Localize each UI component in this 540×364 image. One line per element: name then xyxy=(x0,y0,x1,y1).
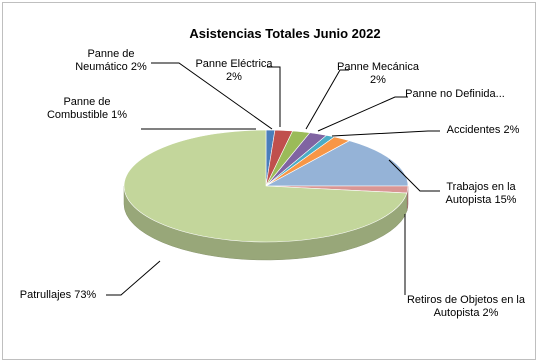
leader-line-2 xyxy=(267,66,281,127)
leader-line-3 xyxy=(305,69,349,130)
slice-label-7: Retiros de Objetos en la Autopista 2% xyxy=(407,294,526,319)
slice-label-line: Trabajos en la xyxy=(446,181,516,193)
slice-label-5: Accidentes 2% xyxy=(447,124,520,136)
slice-label-0: Panne de Combustible 1% xyxy=(47,96,127,121)
slice-label-6: Trabajos en la Autopista 15% xyxy=(446,181,517,206)
slice-label-line: Panne no Definida... xyxy=(405,88,505,100)
slice-label-line: Patrullajes 73% xyxy=(20,289,97,301)
slice-label-line: Panne de xyxy=(63,96,110,108)
slice-label-line: Panne Mecánica xyxy=(337,61,420,73)
slice-label-2: Panne Eléctrica 2% xyxy=(195,58,273,83)
slice-label-line: Retiros de Objetos en la xyxy=(407,294,526,306)
slice-label-8: Patrullajes 73% xyxy=(20,289,97,301)
slice-label-line: Autopista 2% xyxy=(434,307,499,319)
leader-line-6 xyxy=(388,159,440,192)
leader-line-1 xyxy=(151,62,273,130)
slice-label-line: Neumático 2% xyxy=(75,61,147,73)
slice-label-line: Combustible 1% xyxy=(47,109,127,121)
chart-frame: Asistencias Totales Junio 2022 Panne de C… xyxy=(2,2,536,360)
slice-label-1: Panne de Neumático 2% xyxy=(75,48,147,73)
leader-line-8 xyxy=(106,260,161,296)
leader-line-5 xyxy=(331,130,440,137)
pie-chart: Asistencias Totales Junio 2022 Panne de C… xyxy=(20,26,526,319)
slice-label-line: Panne Eléctrica xyxy=(195,58,273,70)
chart-title: Asistencias Totales Junio 2022 xyxy=(189,26,380,41)
slice-label-line: Autopista 15% xyxy=(446,194,517,206)
slice-label-line: Accidentes 2% xyxy=(447,124,520,136)
slice-label-line: Panne de xyxy=(87,48,134,60)
pie-slice-8 xyxy=(123,129,408,243)
slice-label-4: Panne no Definida... xyxy=(405,88,505,100)
leader-line-4 xyxy=(317,96,408,132)
slice-label-line: 2% xyxy=(370,74,386,86)
slice-label-3: Panne Mecánica 2% xyxy=(337,61,420,86)
slice-label-line: 2% xyxy=(226,71,242,83)
pie-slice-6 xyxy=(265,140,409,187)
